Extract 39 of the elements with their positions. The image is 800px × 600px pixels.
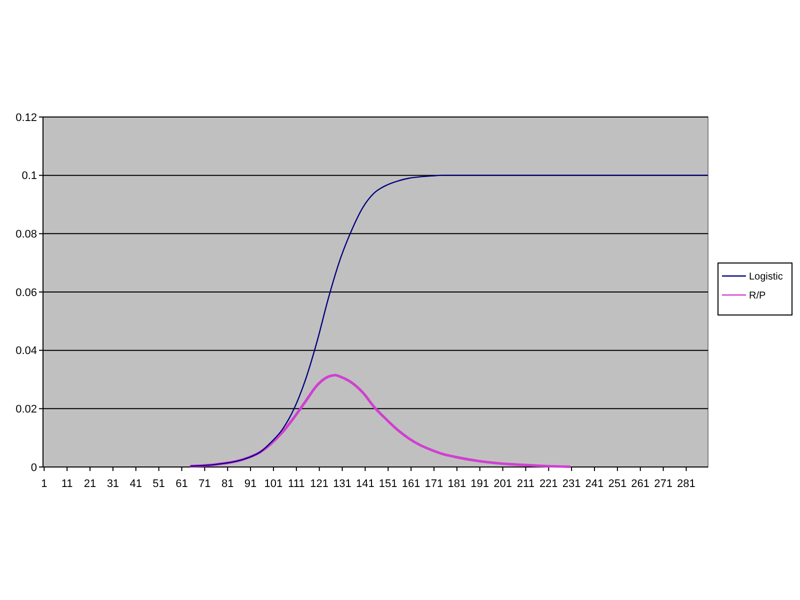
x-tick-label: 211: [516, 478, 534, 490]
x-tick-label: 11: [61, 478, 73, 490]
x-tick-label: 1: [41, 478, 48, 490]
x-tick-label: 191: [470, 478, 490, 490]
legend-label: Logistic: [749, 272, 783, 282]
x-tick-label: 151: [378, 478, 398, 490]
x-tick-label: 81: [221, 478, 234, 490]
y-tick-label: 0.12: [16, 112, 37, 124]
x-tick-label: 251: [608, 478, 627, 490]
x-tick-label: 121: [310, 478, 328, 490]
x-tick-label: 281: [677, 478, 696, 490]
x-tick-label: 231: [562, 478, 581, 490]
x-tick-label: 71: [198, 478, 211, 490]
x-tick-label: 101: [264, 478, 283, 490]
x-tick-label: 141: [356, 478, 374, 490]
x-tick-label: 221: [539, 478, 558, 490]
x-tick-label: 91: [244, 478, 257, 490]
x-tick-label: 111: [288, 478, 305, 490]
y-tick-label: 0.06: [16, 286, 37, 299]
x-tick-label: 171: [424, 478, 444, 490]
y-tick-label: 0.02: [16, 404, 37, 416]
x-tick-label: 271: [654, 478, 672, 490]
y-tick-label: 0.04: [16, 345, 37, 358]
line-series: [190, 174, 708, 467]
x-tick-label: 201: [494, 478, 512, 490]
y-tick-label: 0.1: [22, 170, 37, 182]
y-tick-label: 0.08: [16, 228, 37, 241]
x-tick-label: 21: [84, 478, 96, 490]
x-tick-label: 161: [402, 478, 420, 490]
legend-label: R/P: [749, 290, 766, 302]
x-tick-label: 131: [333, 478, 352, 490]
y-tick-label: 0: [30, 462, 37, 474]
x-tick-label: 31: [106, 478, 120, 490]
x-tick-label: 51: [152, 478, 165, 490]
x-tick-label: 61: [176, 478, 188, 490]
x-tick-label: 241: [585, 478, 604, 490]
x-tick-label: 41: [130, 478, 142, 490]
x-tick-label: 261: [631, 478, 650, 490]
x-tick-label: 181: [448, 478, 466, 490]
